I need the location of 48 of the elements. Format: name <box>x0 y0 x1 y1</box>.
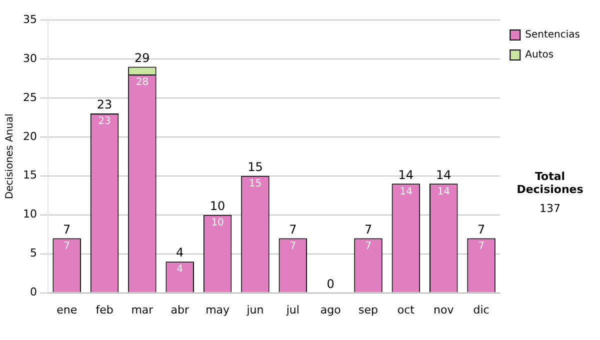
total-label: 10 <box>210 198 226 213</box>
x-tick-label: ene <box>56 303 78 316</box>
x-tick-label: nov <box>434 303 454 316</box>
x-tick-label: dic <box>473 303 490 316</box>
total-label: 7 <box>477 222 486 236</box>
data-label: 7 <box>478 240 484 252</box>
data-label: 23 <box>98 116 111 128</box>
legend-label: Sentencias <box>525 30 580 41</box>
y-tick-label: 25 <box>22 90 37 104</box>
data-label: 15 <box>248 178 262 190</box>
y-tick-label: 20 <box>22 130 37 143</box>
x-tick-label: abr <box>170 303 190 316</box>
total-label: 29 <box>134 50 150 65</box>
legend-label: Autos <box>525 50 554 61</box>
data-label: 4 <box>176 264 184 276</box>
total-label: 23 <box>96 98 112 112</box>
y-axis-title: Decisiones Anual <box>4 114 16 200</box>
y-tick-label: 10 <box>22 208 37 221</box>
data-label: 7 <box>365 240 372 252</box>
x-tick-label: sep <box>358 303 378 316</box>
y-tick-label: 0 <box>30 286 37 299</box>
data-label: 7 <box>64 240 70 252</box>
y-tick-label: 30 <box>22 52 37 65</box>
data-label: 28 <box>136 77 149 88</box>
x-tick-label: oct <box>397 303 416 316</box>
total-label: 0 <box>326 276 334 291</box>
total-label: 7 <box>289 222 297 236</box>
data-label: 10 <box>211 217 224 228</box>
x-tick-label: mar <box>131 303 154 316</box>
x-tick-label: ago <box>320 303 342 316</box>
y-tick-label: 35 <box>22 12 37 26</box>
total-label: 7 <box>364 222 372 236</box>
data-label: 7 <box>290 240 296 252</box>
total-label: 14 <box>436 168 452 182</box>
total-label: 7 <box>63 222 71 236</box>
total-label: 14 <box>398 168 414 182</box>
x-tick-label: may <box>206 303 230 316</box>
text: 137 <box>538 202 562 215</box>
y-tick-label: 5 <box>30 246 37 260</box>
data-label: 14 <box>400 186 412 198</box>
x-tick-label: feb <box>96 303 114 316</box>
y-tick-label: 15 <box>22 168 37 182</box>
x-tick-label: jun <box>246 303 264 316</box>
total-label: 4 <box>176 246 184 260</box>
x-tick-label: jul <box>285 303 300 316</box>
text: Total Decisiones <box>516 170 584 196</box>
data-label: 14 <box>437 186 450 198</box>
total-label: 15 <box>248 160 263 174</box>
